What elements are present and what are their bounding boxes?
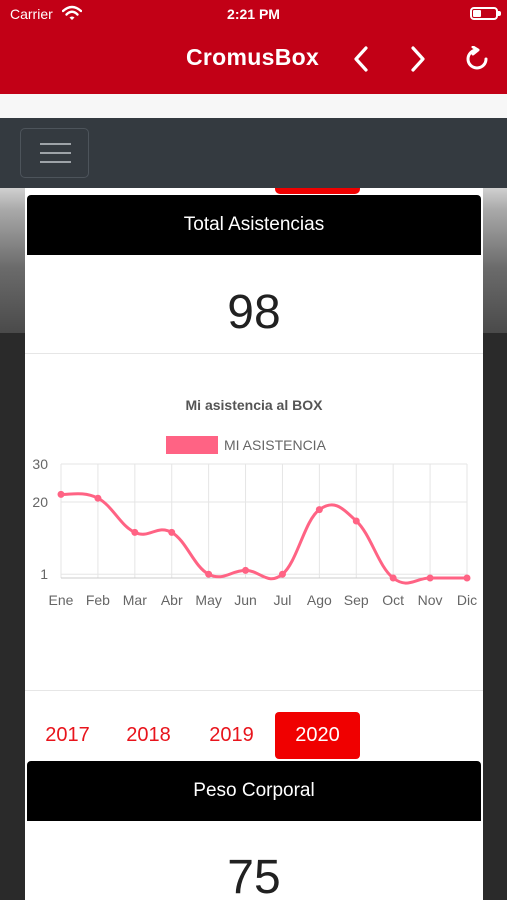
status-bar: Carrier 2:21 PM	[0, 0, 507, 28]
x-tick-label: Sep	[344, 592, 369, 608]
x-tick-label: Nov	[418, 592, 443, 608]
data-point	[352, 517, 360, 525]
data-point	[168, 528, 176, 536]
year-selector: 2017 2018 2019 2020	[25, 712, 483, 760]
status-time: 2:21 PM	[227, 6, 280, 22]
total-asistencias-header: Total Asistencias	[27, 195, 481, 255]
divider	[25, 690, 483, 691]
peso-corporal-value: 75	[227, 851, 281, 900]
x-tick-label: Jun	[234, 592, 257, 608]
wifi-icon	[61, 5, 83, 24]
x-tick-label: Feb	[86, 592, 110, 608]
active-year-tab-edge	[275, 188, 360, 194]
data-point	[57, 490, 65, 498]
reload-icon[interactable]	[463, 44, 491, 74]
back-arrow-icon[interactable]	[347, 44, 375, 74]
x-tick-label: Abr	[161, 592, 183, 608]
x-tick-label: May	[195, 592, 221, 608]
forward-arrow-icon[interactable]	[404, 44, 432, 74]
year-tab-2017[interactable]: 2017	[45, 724, 90, 746]
data-point	[131, 528, 139, 536]
app-header: Carrier 2:21 PM CromusBox	[0, 0, 507, 94]
data-point	[242, 566, 250, 574]
x-tick-label: Dic	[457, 592, 477, 608]
data-point	[463, 574, 471, 582]
total-asistencias-value: 98	[227, 286, 281, 339]
year-tab-2020[interactable]: 2020	[275, 712, 360, 759]
data-point	[426, 574, 434, 582]
data-point	[205, 570, 213, 578]
x-tick-label: Ago	[307, 592, 332, 608]
menu-toggle-button[interactable]	[20, 128, 89, 178]
x-tick-label: Ene	[49, 592, 74, 608]
data-point	[278, 570, 286, 578]
legend-swatch	[166, 436, 218, 454]
navbar	[0, 118, 507, 188]
year-tab-2019[interactable]: 2019	[209, 724, 254, 746]
header-spacer	[0, 94, 507, 118]
x-tick-label: Mar	[123, 592, 147, 608]
y-tick-label: 30	[32, 456, 48, 472]
year-tab-2018[interactable]: 2018	[126, 724, 171, 746]
series-line-mi-asistencia	[60, 492, 467, 585]
carrier-label: Carrier	[10, 6, 53, 22]
legend-label: MI ASISTENCIA	[224, 437, 327, 453]
data-point	[94, 494, 102, 502]
app-title: CromusBox	[186, 44, 320, 70]
divider	[25, 353, 483, 354]
chart-title: Mi asistencia al BOX	[185, 397, 323, 413]
data-point	[315, 506, 323, 514]
y-tick-label: 20	[32, 494, 48, 510]
data-point	[389, 574, 397, 582]
x-tick-label: Jul	[274, 592, 292, 608]
battery-icon	[470, 7, 501, 20]
x-tick-label: Oct	[382, 592, 404, 608]
peso-corporal-header: Peso Corporal	[27, 761, 481, 821]
y-tick-label: 1	[40, 566, 48, 582]
